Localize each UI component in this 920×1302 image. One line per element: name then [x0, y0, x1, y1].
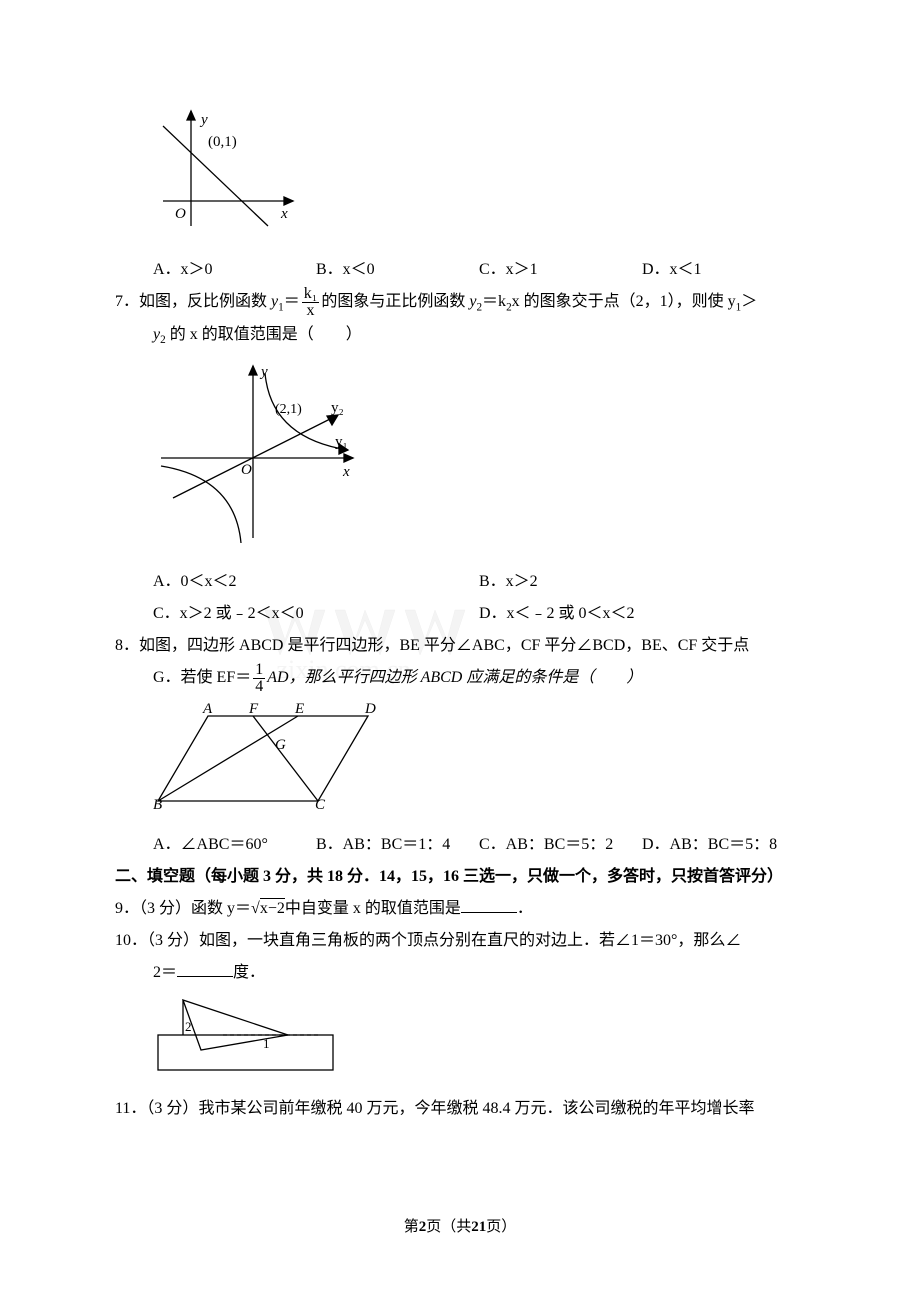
q10-l2: 2＝度． [115, 957, 805, 989]
section-2-heading: 二、填空题（每小题 3 分，共 18 分．14，15，16 三选一，只做一个，多… [115, 861, 805, 893]
q6-opt-c: C．x＞1 [479, 254, 642, 286]
q8-opt-c: C．AB：BC＝5：2 [479, 829, 642, 861]
q10-diagram: 2 1 [153, 995, 805, 1087]
q7-options: A．0＜x＜2 B．x＞2 C．x＞2 或﹣2＜x＜0 D．x＜﹣2 或 0＜x… [115, 566, 805, 630]
q10-blank [177, 961, 233, 977]
q9-blank [461, 897, 517, 913]
page-footer: 第2页（共21页） [0, 1212, 920, 1242]
q6-options: A．x＞0 B．x＜0 C．x＞1 D．x＜1 [115, 254, 805, 286]
q8-options: A．∠ABC＝60° B．AB：BC＝1：4 C．AB：BC＝5：2 D．AB：… [115, 829, 805, 861]
q7-opt-d: D．x＜﹣2 或 0＜x＜2 [479, 598, 805, 630]
svg-text:1: 1 [263, 1036, 270, 1051]
q11: 11．（3 分）我市某公司前年缴税 40 万元，今年缴税 48.4 万元．该公司… [115, 1093, 805, 1125]
svg-text:B: B [153, 797, 162, 811]
svg-text:A: A [202, 701, 213, 717]
svg-text:y: y [259, 364, 268, 380]
svg-text:x: x [280, 206, 288, 222]
q6-opt-d: D．x＜1 [642, 254, 805, 286]
q8-opt-d: D．AB：BC＝5：8 [642, 829, 805, 861]
svg-text:y₂: y₂ [331, 400, 344, 416]
svg-text:E: E [294, 701, 304, 717]
q6-opt-b: B．x＜0 [316, 254, 479, 286]
q8-opt-a: A．∠ABC＝60° [153, 829, 316, 861]
svg-text:y: y [199, 112, 208, 128]
q8-l2: G．若使 EF＝14AD，那么平行四边形 ABCD 应满足的条件是（ ） [115, 662, 805, 695]
q7-num: 7． [115, 293, 139, 310]
q8-diagram: A F E D B C G [153, 701, 805, 823]
q6-opt-a: A．x＞0 [153, 254, 316, 286]
svg-text:2: 2 [185, 1019, 192, 1034]
svg-text:x: x [342, 464, 350, 480]
q7-opt-a: A．0＜x＜2 [153, 566, 479, 598]
svg-text:D: D [364, 701, 376, 717]
svg-text:G: G [275, 737, 286, 753]
svg-text:C: C [315, 797, 326, 811]
q10-l1: 10．（3 分）如图，一块直角三角板的两个顶点分别在直尺的对边上．若∠1＝30°… [115, 925, 805, 957]
q7-opt-b: B．x＞2 [479, 566, 805, 598]
q8-l1: 8．如图，四边形 ABCD 是平行四边形，BE 平分∠ABC，CF 平分∠BCD… [115, 630, 805, 662]
q7-diagram: y x O (2,1) y₂ y₁ [153, 358, 805, 560]
svg-text:y₁: y₁ [335, 434, 348, 450]
svg-text:(0,1): (0,1) [208, 134, 237, 150]
svg-text:F: F [248, 701, 259, 717]
svg-text:O: O [175, 206, 186, 222]
page-content: y (0,1) O x A．x＞0 B．x＜0 C．x＞1 D．x＜1 7．如图… [115, 106, 805, 1125]
q9: 9．（3 分）函数 y＝√x−2中自变量 x 的取值范围是． [115, 893, 805, 925]
svg-text:(2,1): (2,1) [275, 402, 302, 417]
q7: 7．如图，反比例函数 y1＝k₁x的图象与正比例函数 y2＝k2x 的图象交于点… [115, 286, 805, 319]
svg-text:O: O [241, 462, 252, 478]
q7-line2: y2 的 x 的取值范围是（ ） [115, 319, 805, 352]
page-total: 21 [471, 1219, 486, 1235]
q8-opt-b: B．AB：BC＝1：4 [316, 829, 479, 861]
q7-opt-c: C．x＞2 或﹣2＜x＜0 [153, 598, 479, 630]
q6-diagram: y (0,1) O x [153, 106, 805, 248]
